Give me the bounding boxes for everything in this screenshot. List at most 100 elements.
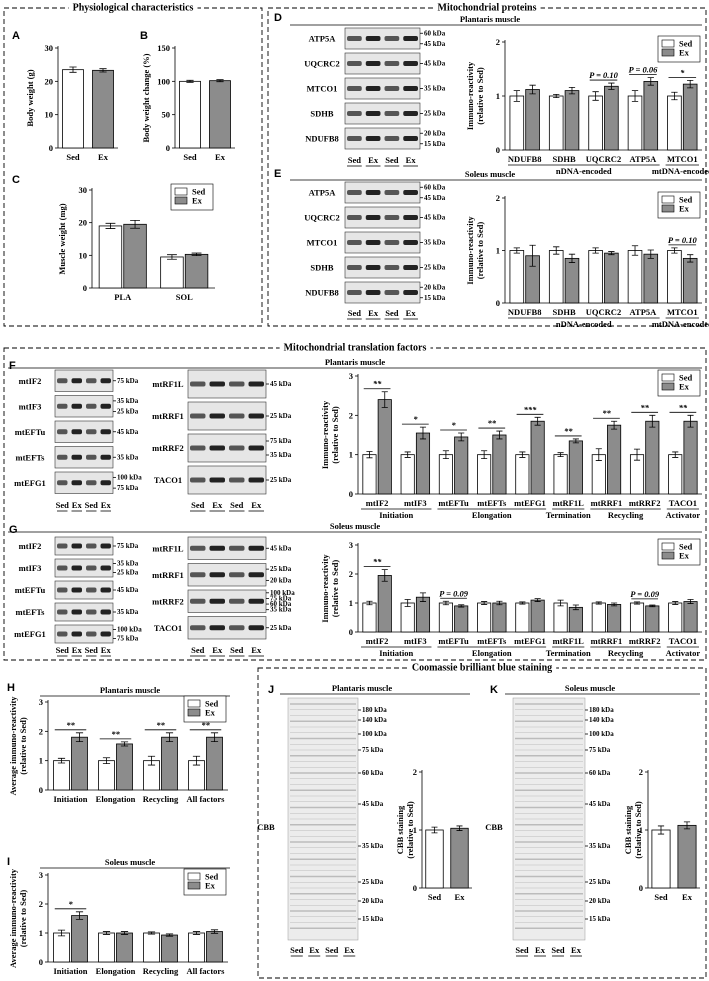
y-tick-label: 3 [39,870,43,880]
annotation: ** [111,729,120,739]
y-axis-label: Body weight (g) [25,69,35,126]
bar [548,95,564,151]
marker-label: 20 kDa [362,897,384,905]
y-tick-label: 2 [413,767,417,777]
error-bar [553,93,560,99]
error-bar [458,604,465,608]
annotation: ** [156,720,165,730]
legend-swatch [187,881,201,890]
error-bar [529,244,536,267]
x-tick-label: Ex [215,152,226,162]
title-background [68,1,198,15]
y-tick-label: 0 [349,489,353,499]
error-bar [631,90,639,102]
error-bar [649,414,656,428]
error-bar [130,219,140,229]
blot-band [248,572,264,578]
y-axis-label: (relative to Sed) [18,717,28,775]
error-bar [165,732,174,742]
error-bar [192,931,201,935]
blot-band [384,265,400,270]
blot-band [100,429,111,435]
bar [400,454,415,495]
lane-label: Ex [251,645,262,655]
blot-band [229,477,245,483]
bar [400,602,415,633]
panel-letter: H [7,682,15,694]
error-bar [57,757,66,764]
blot-band [384,36,400,41]
marker-label: 75 kDa [117,484,139,492]
bar [568,440,583,495]
y-tick-label: 3 [39,697,43,707]
blot-band [384,61,400,66]
error-bar [649,604,656,608]
annotation: P = 0.09 [439,588,469,598]
legend-swatch [661,551,675,560]
y-axis-label: Average immuno-reactivity [8,696,18,796]
marker-label: 25 kDa [270,624,292,632]
blot-band [209,545,225,551]
marker-label: 35 kDa [424,239,446,247]
annotation: ** [201,720,210,730]
y-axis-label: (relative to Sed) [405,801,415,859]
blot-band [86,454,97,460]
blot-band [86,565,97,571]
error-bar [557,452,564,458]
y-tick-label: 1 [496,91,500,101]
bar [509,95,525,151]
blot-band [229,625,245,631]
subtitle: Plantaris muscle [325,357,385,367]
blot-label: mtRRF2 [152,443,184,453]
error-bar [366,451,373,459]
marker-label: 25 kDa [424,110,446,118]
y-tick-label: 2 [349,569,353,579]
blot-label: mtIF2 [19,376,42,386]
blot-band [384,240,400,245]
annotation: ** [66,720,75,730]
x-tick-label: mtIF3 [404,498,427,508]
subtitle: Soleus muscle [565,683,616,693]
bar [682,83,698,151]
blot-band [209,572,225,578]
y-tick-label: 0 [496,145,500,155]
blot-band [347,215,362,220]
blot-band [71,403,82,409]
marker-label: 25 kDa [270,412,292,420]
lane-label: Ex [406,155,417,165]
y-tick-label: 1 [496,246,500,256]
lane-label: Sed [290,945,304,955]
marker-label: 35 kDa [362,842,384,850]
bar [627,95,643,151]
panel-letter: K [490,684,498,696]
annotation: ** [564,426,573,436]
x-tick-label: MTCO1 [667,154,698,164]
bar [548,250,564,304]
lane-label: Ex [72,645,83,655]
blot-band [190,598,206,604]
bar [525,89,540,151]
blot-band [365,190,381,195]
section-frame [3,347,707,661]
blot-label: mtIF3 [19,563,42,573]
x-tick-label: UQCRC2 [586,154,621,164]
bar [425,829,444,889]
lane-label: Sed [56,645,70,655]
y-tick-label: 0 [349,627,353,637]
subtitle: Plantaris muscle [332,683,392,693]
marker-label: 45 kDa [589,800,611,808]
blot-label: mtRF1L [152,379,183,389]
legend-swatch [174,196,188,205]
blot-strip [344,281,421,304]
y-axis-label: (relative to Sed) [18,890,28,948]
error-bar [513,247,520,254]
bar [627,250,643,304]
blot-band [347,36,362,41]
bar [651,829,671,889]
y-tick-label: 100 [157,76,170,86]
blot-band [248,598,264,604]
lane-label: Ex [309,945,320,955]
bar [607,604,622,633]
annotation: P = 0.09 [630,589,660,599]
blot-band [100,587,111,593]
